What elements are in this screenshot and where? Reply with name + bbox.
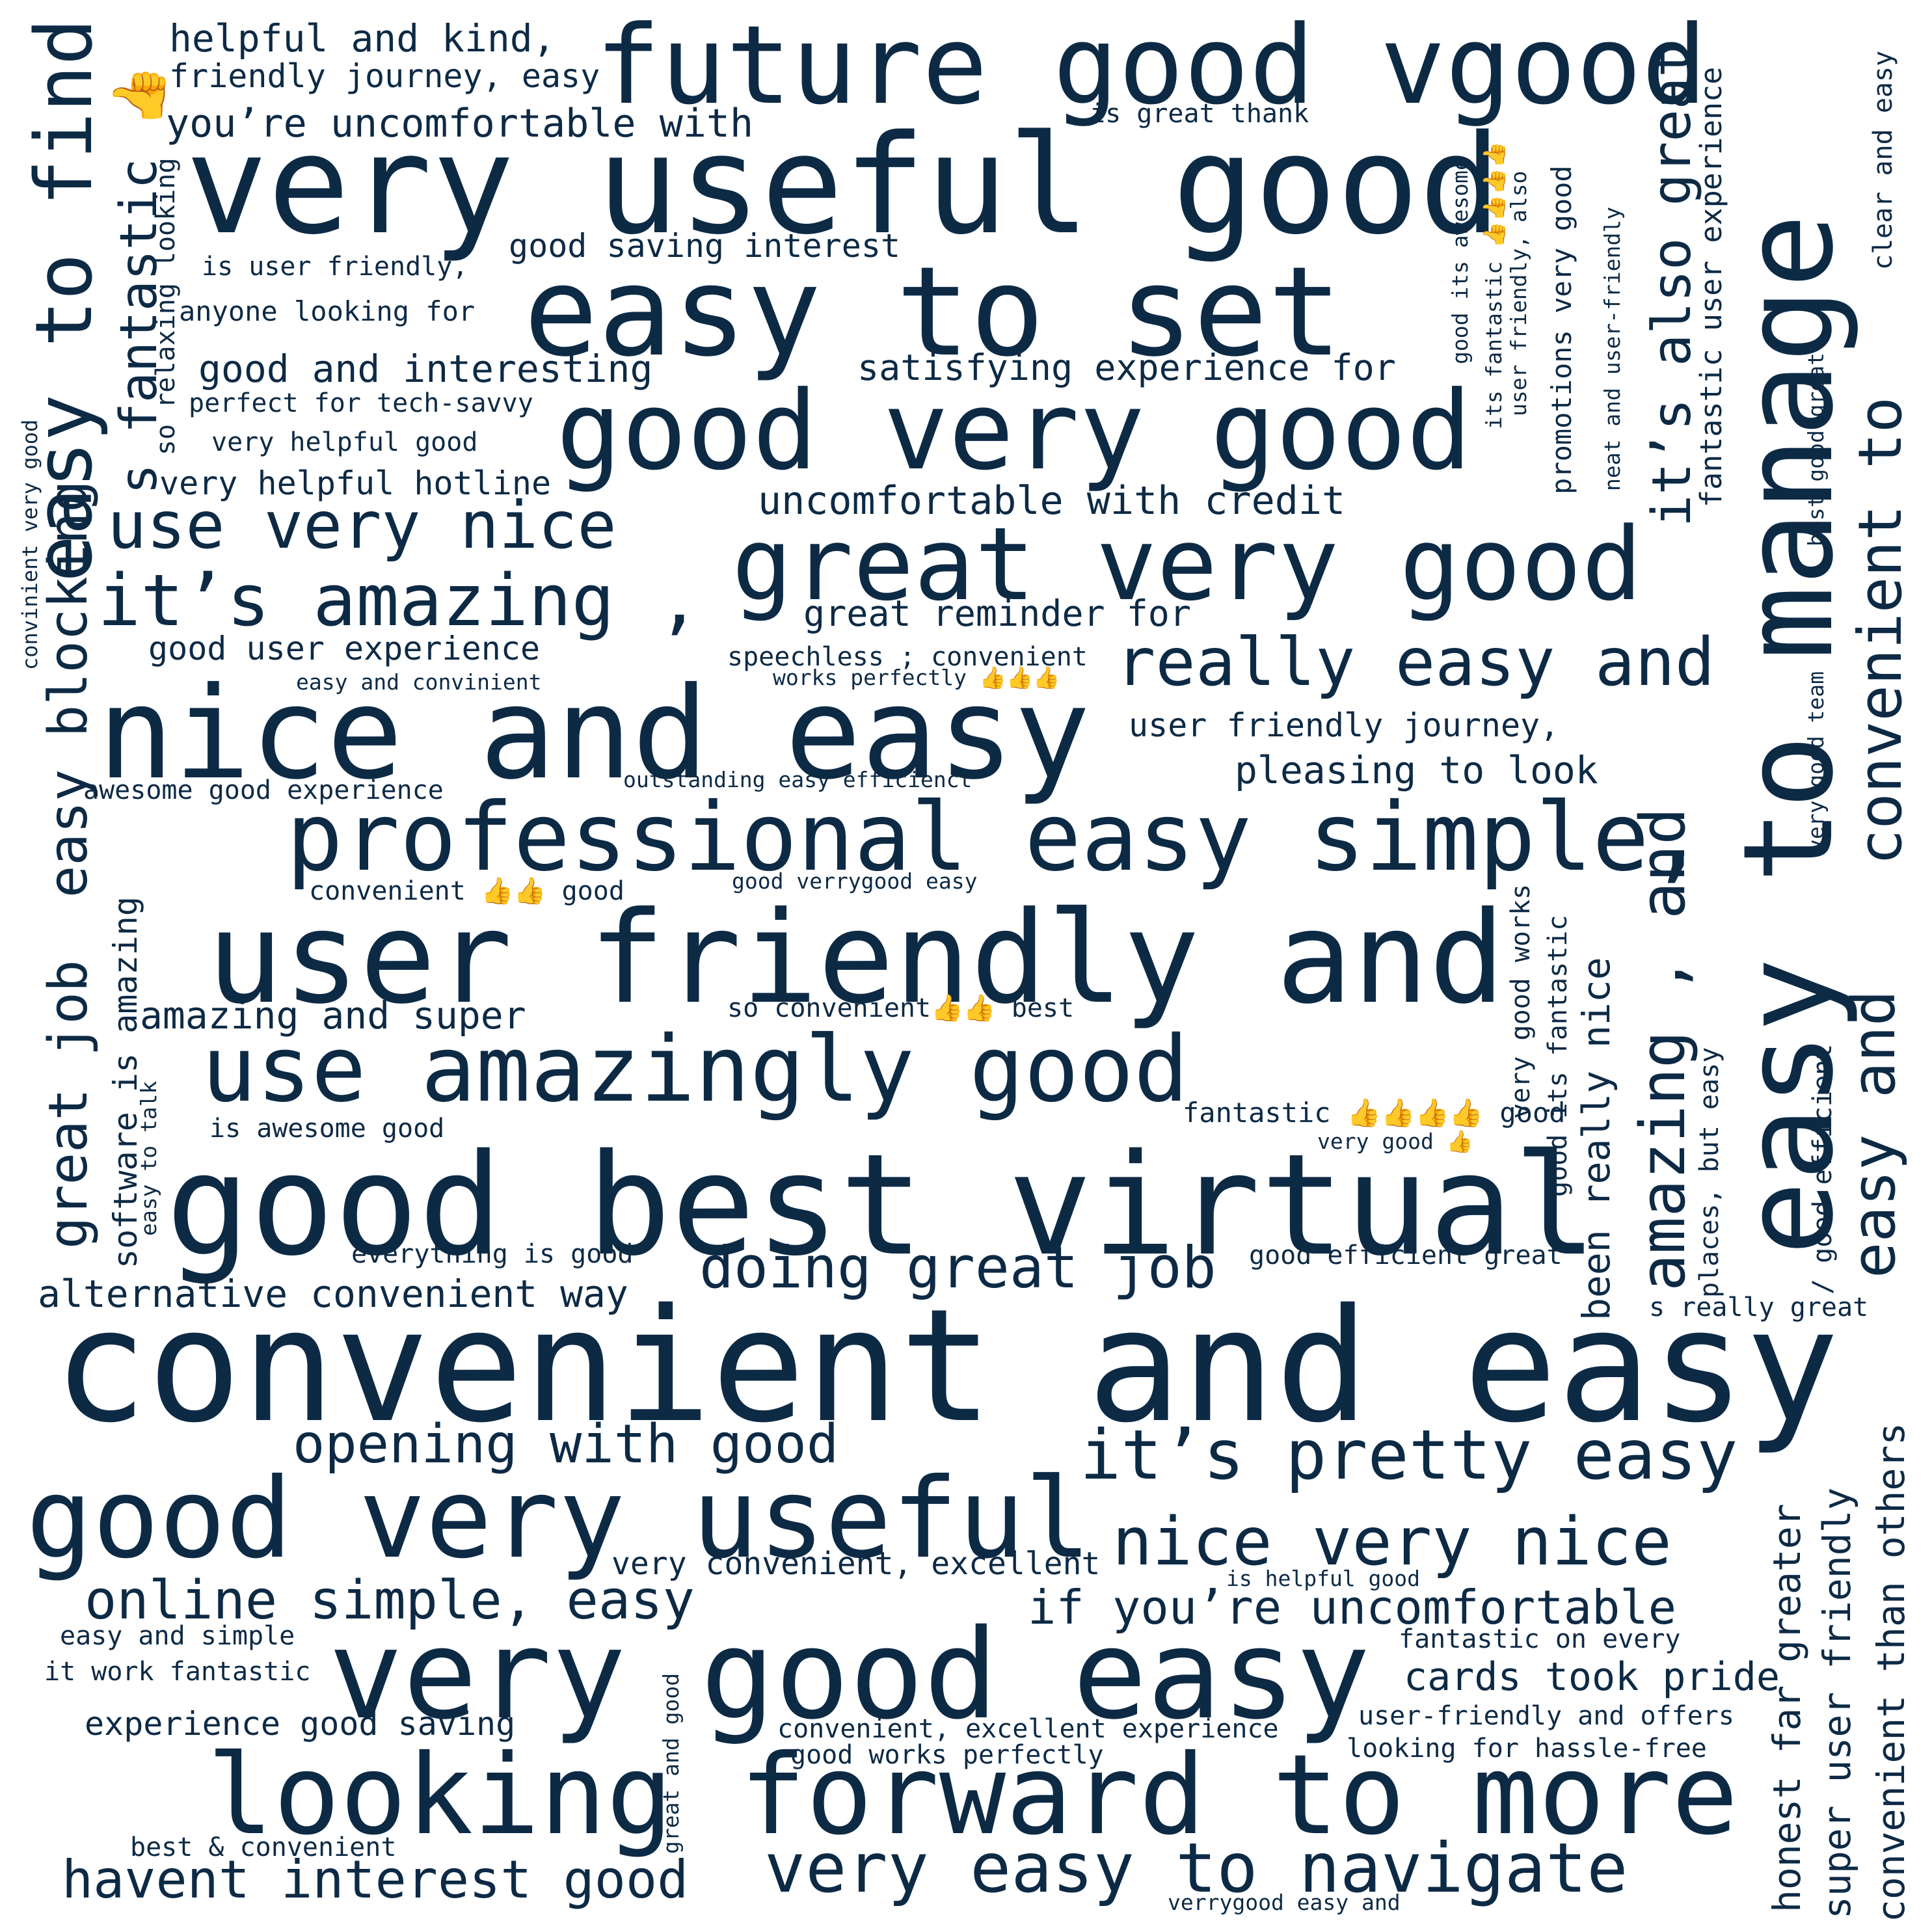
word-user-friendly-also: user friendly, also xyxy=(1506,170,1531,417)
word-nice-and-easy: nice and easy xyxy=(98,660,1091,807)
word-uncomfortable-with-credit: uncomfortable with credit xyxy=(758,478,1346,524)
word-havent-interest-good: havent interest good xyxy=(62,1849,689,1910)
word-easy-and-simple: easy and simple xyxy=(60,1621,295,1651)
word-looking-for-hassle-free: looking for hassle-free xyxy=(1347,1734,1707,1764)
word-its-fantastic-thumbs: its fantastic 👍👍👍👍 xyxy=(1481,141,1507,429)
word-good-and-interesting: good and interesting xyxy=(198,347,653,391)
word-alternative-convenient-way: alternative convenient way xyxy=(38,1272,628,1316)
word-so-convenient-best: so convenient👍👍 best xyxy=(727,993,1075,1023)
word-promotions-very-good: promotions very good xyxy=(1546,165,1577,494)
word-been-really-nice: been really nice xyxy=(1574,957,1618,1321)
word-future-good-vgood: future good vgood xyxy=(595,3,1708,129)
word-opening-with-good: good very useful xyxy=(26,1455,1092,1583)
word-easy-and-convinient: easy and convinient xyxy=(296,669,542,695)
word-good-works-perfectly: good works perfectly xyxy=(790,1740,1104,1770)
word-cards-took-pride: cards took pride xyxy=(1404,1654,1780,1700)
word-convenient-and-easy: convenient and easy xyxy=(53,1275,1840,1457)
word-honest-far-greater: honest far greater xyxy=(1765,1503,1809,1912)
word-easy-blocking: easy blocking xyxy=(38,480,100,898)
word-verrygood-easy-and: verrygood easy and xyxy=(1168,1890,1401,1915)
word-is-helpful-good: is helpful good xyxy=(1226,1566,1421,1591)
word-very-helpful-hotline: very helpful hotline xyxy=(159,464,552,502)
word-good-efficient-great: good efficient great xyxy=(1249,1241,1563,1270)
word-very-convenient-excellent: very convenient, excellent xyxy=(611,1546,1101,1582)
word-good-its-awesome: good its awesome xyxy=(1447,157,1473,364)
word-use-very-nice: use very nice xyxy=(107,487,617,563)
word-professional-easy-simple: professional easy simple, xyxy=(286,783,1706,892)
word-good-its-fantastic: good its fantastic xyxy=(1543,915,1573,1197)
word-very-useful-good: very useful good xyxy=(185,105,1501,265)
word-youre-uncomfortable-with: you’re uncomfortable with xyxy=(166,101,754,146)
word-very-good-easy: very good easy xyxy=(329,1603,1371,1747)
word-good-saving-interest: good saving interest xyxy=(509,227,901,265)
word-pleasing-to-look: pleasing to look xyxy=(1235,748,1598,792)
word-good-user-experience: good user experience xyxy=(148,630,541,667)
word-speechless-convenient: speechless ; convenient xyxy=(727,642,1088,672)
word-fantastic-on-every: fantastic on every xyxy=(1399,1624,1681,1654)
word-s-really-great: s really great xyxy=(1649,1293,1869,1322)
word-fantastic-good: fantastic 👍👍👍👍 good xyxy=(1183,1097,1566,1129)
word-works-perfectly: works perfectly 👍👍👍 xyxy=(773,665,1060,690)
word-use-amazingly-good: use amazingly good xyxy=(202,1017,1189,1123)
word-satisfying-experience-for: satisfying experience for xyxy=(857,347,1396,388)
word-convenient-to: convenient to xyxy=(1845,396,1915,865)
word-neat-and-user-friendly: neat and user-friendly xyxy=(1600,206,1625,491)
word-doing-great-job: doing great job xyxy=(699,1234,1216,1301)
word-helpful-and-kind: helpful and kind, xyxy=(169,16,556,60)
word-outstanding-easy-efficienct: outstanding easy efficienct xyxy=(623,767,973,792)
word-user-friendly-and: user friendly and xyxy=(207,884,1505,1032)
word-is-great-thank: is great thank xyxy=(1090,99,1309,129)
word-best-convenient: best & convenient xyxy=(130,1832,397,1862)
word-very-helpful-good: very helpful good xyxy=(211,427,478,457)
word-very-good-team: very good team xyxy=(1803,671,1829,852)
word-very-good-works: very good works xyxy=(1506,883,1536,1119)
word-it-work-fantastic: it work fantastic xyxy=(44,1657,311,1687)
word-convenient-excellent-experience: convenient, excellent experience xyxy=(777,1714,1279,1744)
word-easy-to-talk: easy to talk xyxy=(136,1080,161,1236)
word-super-user-friendly: super user friendly xyxy=(1815,1487,1859,1919)
word-user-friendly-journey: user friendly journey, xyxy=(1129,706,1560,744)
word-perfect-for-tech-savvy: perfect for tech-savvy xyxy=(189,388,533,418)
word-everything-is-good: everything is good xyxy=(351,1239,634,1269)
word-easy-and: easy and xyxy=(1839,989,1909,1278)
word-good-efficient-slash: / good efficient xyxy=(1808,1043,1838,1295)
word-friendly-journey-easy: friendly journey, easy xyxy=(169,57,600,95)
word-opening-with-good-small: opening with good xyxy=(293,1414,839,1475)
word-its-pretty-easy: it’s pretty easy xyxy=(1080,1415,1738,1495)
word-great-and-good: great and good xyxy=(658,1672,684,1854)
word-is-user-friendly: is user friendly, xyxy=(202,252,468,282)
word-easy-to-set: easy to set xyxy=(524,240,1343,384)
word-very-easy-to-navigate: very easy to navigate xyxy=(764,1829,1628,1908)
word-its-also-great: it’s also great xyxy=(1641,45,1703,527)
word-nice-very-nice: nice very nice xyxy=(1112,1503,1672,1581)
word-is-awesome-good: is awesome good xyxy=(209,1114,445,1144)
word-looking-forward-to-more: looking forward to more xyxy=(207,1731,1739,1860)
word-great-job: great job xyxy=(38,959,100,1249)
word-very-good-thumb: very good 👍 xyxy=(1317,1129,1473,1154)
word-so-relaxing-looking: so relaxing looking xyxy=(151,157,181,455)
word-if-youre-uncomfortable: if you’re uncomfortable xyxy=(1028,1580,1676,1635)
word-clear-and-easy: clear and easy xyxy=(1868,50,1898,270)
word-amazing-and-super: amazing and super xyxy=(140,993,526,1038)
word-really-easy-and: really easy and xyxy=(1116,624,1715,701)
word-convenient-than-others: convenient than others xyxy=(1869,1422,1913,1922)
word-user-friendly-and-offers: user-friendly and offers xyxy=(1358,1701,1734,1731)
word-great-reminder-for: great reminder for xyxy=(803,593,1192,634)
word-its-amazing: it’s amazing , xyxy=(98,559,701,642)
word-anyone-looking-for: anyone looking for xyxy=(179,295,476,327)
word-awesome-good-experience: awesome good experience xyxy=(83,775,444,805)
word-good-best-virtual: good best virtual xyxy=(166,1123,1598,1287)
word-best-good-great: best good great xyxy=(1803,352,1829,546)
word-online-simple-easy: online simple, easy xyxy=(85,1570,695,1631)
word-amazing-and: amazing , and xyxy=(1628,807,1699,1291)
word-good-verrygood-easy: good verrygood easy xyxy=(732,868,978,894)
word-experience-good-saving: experience good saving xyxy=(85,1705,516,1743)
word-great-very-good: great very good xyxy=(732,505,1643,623)
word-places-but-easy: places, but easy xyxy=(1695,1047,1724,1298)
word-good-very-good: good very good xyxy=(556,368,1472,494)
word-convenient-good: convenient 👍👍 good xyxy=(309,876,624,906)
